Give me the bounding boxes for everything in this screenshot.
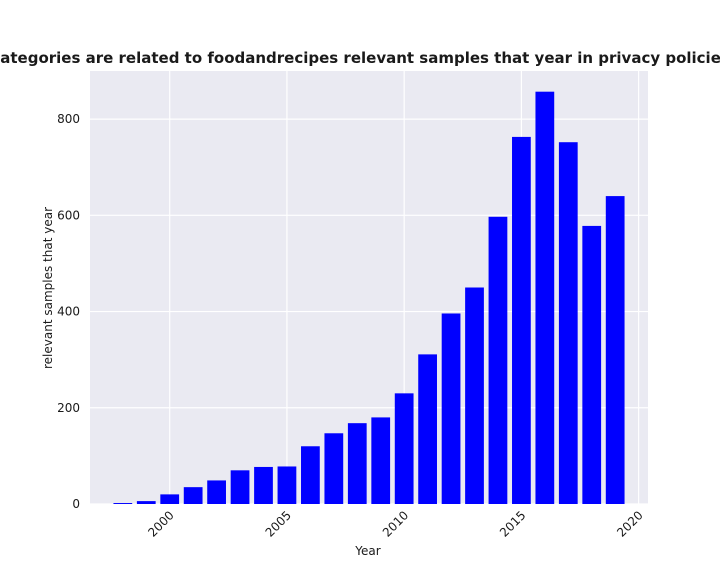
bar-2000: [160, 494, 180, 504]
bar-2014: [488, 216, 508, 504]
y-tick-label: 400: [57, 305, 80, 319]
plot-area: [90, 71, 648, 504]
bar-2005: [277, 466, 297, 504]
bar-2006: [301, 446, 320, 504]
bar-1999: [136, 501, 156, 504]
bar-1998: [113, 503, 133, 504]
bar-2008: [347, 423, 367, 504]
x-tick-label: 2010: [380, 508, 411, 539]
bar-2013: [465, 287, 484, 504]
x-tick-label: 2000: [145, 508, 176, 539]
bar-2002: [207, 480, 226, 504]
bar-2019: [605, 196, 625, 505]
y-axis-ticks: 0 200 400 600 800: [57, 112, 80, 511]
bar-2016: [535, 91, 555, 504]
y-tick-label: 200: [57, 401, 80, 415]
y-axis-label: relevant samples that year: [41, 207, 55, 369]
bar-2009: [371, 417, 391, 504]
x-tick-label: 2005: [263, 508, 294, 539]
bar-2017: [558, 142, 578, 504]
bar-2001: [183, 487, 203, 504]
x-tick-label: 2015: [497, 508, 528, 539]
bar-2015: [512, 136, 531, 504]
bar-2012: [441, 313, 461, 504]
bar-2011: [418, 354, 437, 504]
bar-2003: [230, 470, 250, 504]
bar-2010: [394, 393, 414, 504]
y-tick-label: 0: [72, 497, 80, 511]
y-tick-label: 600: [57, 208, 80, 222]
bar-2018: [582, 225, 602, 504]
x-axis-label: Year: [354, 544, 380, 558]
bar-2004: [254, 466, 273, 504]
x-tick-label: 2020: [614, 508, 645, 539]
y-tick-label: 800: [57, 112, 80, 126]
bars: [113, 91, 625, 505]
x-axis-ticks: 2000 2005 2010 2015 2020: [145, 508, 645, 539]
chart-title: When categories are related to foodandre…: [0, 49, 720, 67]
bar-2007: [324, 433, 344, 504]
